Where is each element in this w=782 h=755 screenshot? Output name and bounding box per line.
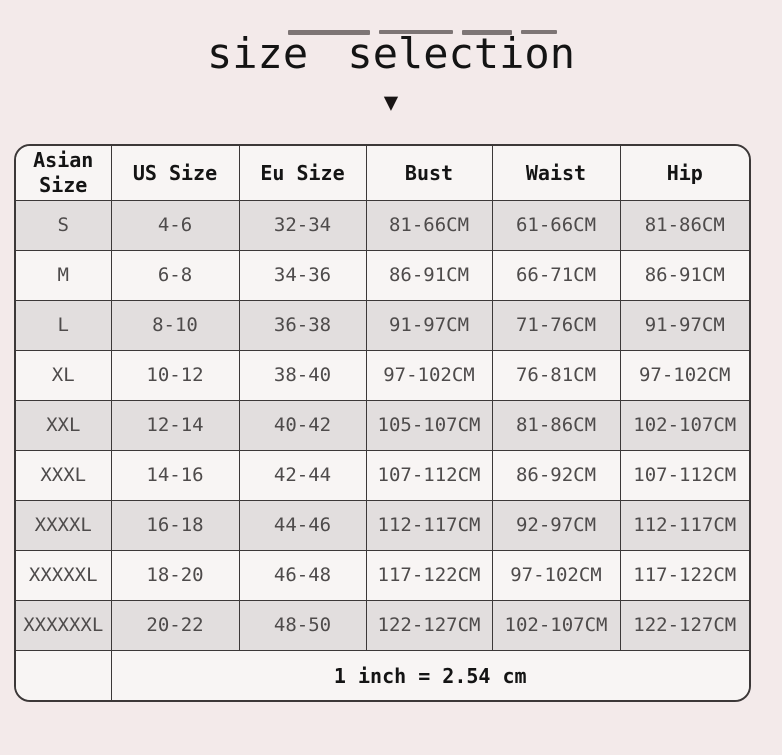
bust-cell: 97-102CM — [365, 349, 493, 401]
table-row-s: S 4-6 32-34 81-66CM 61-66CM 81-86CM — [16, 199, 749, 251]
us-size-cell: 12-14 — [110, 399, 240, 451]
bust-cell: 105-107CM — [365, 399, 493, 451]
bust-cell: 81-66CM — [365, 199, 493, 251]
waist-cell: 92-97CM — [491, 499, 621, 551]
size-table: Asian Size US Size Eu Size Bust Waist Hi… — [16, 146, 749, 701]
eu-size-cell: 34-36 — [238, 249, 367, 301]
col-header-eu-size: Eu Size — [238, 146, 367, 201]
table-row-xxxl: XXXL 14-16 42-44 107-112CM 86-92CM 107-1… — [16, 449, 749, 501]
us-size-cell: 20-22 — [110, 599, 240, 651]
table-row-m: M 6-8 34-36 86-91CM 66-71CM 86-91CM — [16, 249, 749, 301]
size-label: XXXXXXL — [16, 599, 112, 651]
down-arrow-icon: ▼ — [383, 88, 399, 117]
hip-cell: 102-107CM — [619, 399, 749, 451]
bust-cell: 91-97CM — [365, 299, 493, 351]
us-size-cell: 14-16 — [110, 449, 240, 501]
glyph-fragment — [379, 30, 453, 34]
bust-cell: 112-117CM — [365, 499, 493, 551]
hip-cell: 81-86CM — [619, 199, 749, 251]
waist-cell: 86-92CM — [491, 449, 621, 501]
eu-size-cell: 44-46 — [238, 499, 367, 551]
eu-size-cell: 36-38 — [238, 299, 367, 351]
eu-size-cell: 32-34 — [238, 199, 367, 251]
waist-cell: 66-71CM — [491, 249, 621, 301]
eu-size-cell: 38-40 — [238, 349, 367, 401]
conversion-row: 1 inch = 2.54 cm — [16, 649, 749, 701]
table-row-xxxxl: XXXXL 16-18 44-46 112-117CM 92-97CM 112-… — [16, 499, 749, 551]
table-row-xxxxxl: XXXXXL 18-20 46-48 117-122CM 97-102CM 11… — [16, 549, 749, 601]
hip-cell: 117-122CM — [619, 549, 749, 601]
hip-cell: 112-117CM — [619, 499, 749, 551]
size-label: XXXL — [16, 449, 112, 501]
size-label: XL — [16, 349, 112, 401]
waist-cell: 102-107CM — [491, 599, 621, 651]
eu-size-cell: 40-42 — [238, 399, 367, 451]
conversion-note: 1 inch = 2.54 cm — [110, 649, 749, 701]
col-header-bust: Bust — [365, 146, 493, 201]
col-header-us-size: US Size — [110, 146, 240, 201]
waist-cell: 97-102CM — [491, 549, 621, 601]
col-header-waist: Waist — [491, 146, 621, 201]
us-size-cell: 6-8 — [110, 249, 240, 301]
size-label: S — [16, 199, 112, 251]
us-size-cell: 16-18 — [110, 499, 240, 551]
col-header-asian-size: Asian Size — [16, 146, 112, 201]
bust-cell: 86-91CM — [365, 249, 493, 301]
table-row-xl: XL 10-12 38-40 97-102CM 76-81CM 97-102CM — [16, 349, 749, 401]
eu-size-cell: 46-48 — [238, 549, 367, 601]
eu-size-cell: 48-50 — [238, 599, 367, 651]
eu-size-cell: 42-44 — [238, 449, 367, 501]
hip-cell: 97-102CM — [619, 349, 749, 401]
bust-cell: 117-122CM — [365, 549, 493, 601]
size-label: XXXXXL — [16, 549, 112, 601]
col-header-hip: Hip — [619, 146, 749, 201]
table-row-xxl: XXL 12-14 40-42 105-107CM 81-86CM 102-10… — [16, 399, 749, 451]
size-label: XXXXL — [16, 499, 112, 551]
us-size-cell: 4-6 — [110, 199, 240, 251]
footer-empty-cell — [16, 649, 112, 701]
cropped-text-fragment — [0, 30, 782, 36]
size-chart-page: size selection ▼ Asian Size US Size Eu S… — [0, 29, 782, 755]
page-title: size selection — [206, 29, 575, 78]
waist-cell: 81-86CM — [491, 399, 621, 451]
hip-cell: 122-127CM — [619, 599, 749, 651]
us-size-cell: 18-20 — [110, 549, 240, 601]
glyph-fragment — [462, 30, 512, 35]
table-row-l: L 8-10 36-38 91-97CM 71-76CM 91-97CM — [16, 299, 749, 351]
hip-cell: 86-91CM — [619, 249, 749, 301]
table-row-xxxxxxl: XXXXXXL 20-22 48-50 122-127CM 102-107CM … — [16, 599, 749, 651]
glyph-fragment — [521, 30, 557, 34]
waist-cell: 61-66CM — [491, 199, 621, 251]
hip-cell: 91-97CM — [619, 299, 749, 351]
hip-cell: 107-112CM — [619, 449, 749, 501]
us-size-cell: 8-10 — [110, 299, 240, 351]
bust-cell: 122-127CM — [365, 599, 493, 651]
header-row: Asian Size US Size Eu Size Bust Waist Hi… — [16, 146, 749, 201]
us-size-cell: 10-12 — [110, 349, 240, 401]
waist-cell: 71-76CM — [491, 299, 621, 351]
size-table-container: Asian Size US Size Eu Size Bust Waist Hi… — [14, 144, 751, 703]
size-label: M — [16, 249, 112, 301]
bust-cell: 107-112CM — [365, 449, 493, 501]
size-label: L — [16, 299, 112, 351]
size-label: XXL — [16, 399, 112, 451]
waist-cell: 76-81CM — [491, 349, 621, 401]
glyph-fragment — [288, 30, 370, 35]
